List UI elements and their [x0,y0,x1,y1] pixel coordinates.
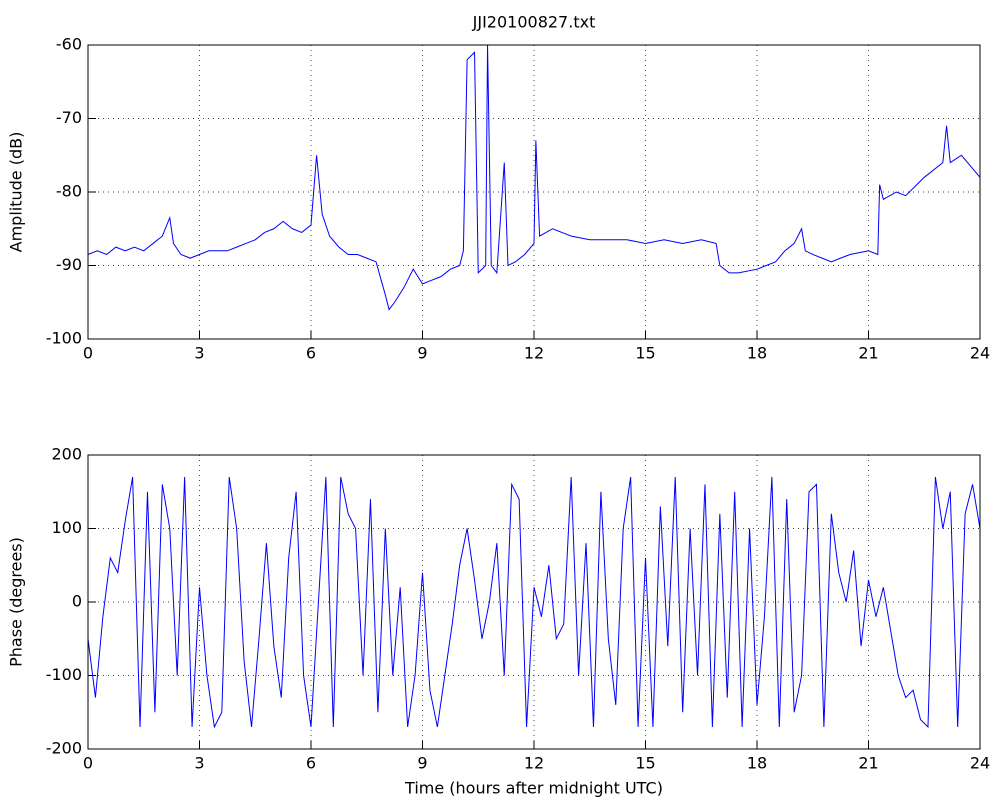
x-tick-label: 9 [417,344,427,363]
y-tick-label: 200 [51,445,82,464]
axes-box [87,454,981,750]
y-tick-label: -70 [56,108,82,127]
x-tick-label: 21 [858,344,878,363]
x-tick-label: 12 [524,344,544,363]
x-tick-label: 15 [635,754,655,773]
x-tick-label: 15 [635,344,655,363]
x-tick-label: 24 [970,344,990,363]
y-tick-label: 100 [51,518,82,537]
x-tick-label: 9 [417,754,427,773]
chart-title: JJI20100827.txt [472,13,596,32]
y-tick-label: 0 [72,592,82,611]
y-tick-label: -60 [56,35,82,54]
x-axis-label: Time (hours after midnight UTC) [404,779,663,798]
x-tick-label: 12 [524,754,544,773]
x-tick-label: 24 [970,754,990,773]
data-line [87,44,981,311]
y-tick-label: -100 [46,665,82,684]
x-tick-label: 21 [858,754,878,773]
x-tick-label: 3 [194,344,204,363]
x-tick-label: 6 [306,754,316,773]
y-tick-label: -100 [46,329,82,348]
y-tick-label: -90 [56,255,82,274]
x-tick-label: 18 [747,344,767,363]
x-tick-label: 18 [747,754,767,773]
x-tick-label: 0 [83,754,93,773]
x-tick-label: 0 [83,344,93,363]
y-axis-label: Phase (degrees) [7,537,26,667]
axes-box [87,44,981,340]
y-tick-label: -80 [56,182,82,201]
y-axis-label: Amplitude (dB) [7,132,26,253]
data-line [87,476,981,729]
x-tick-label: 6 [306,344,316,363]
y-tick-label: -200 [46,739,82,758]
x-tick-label: 3 [194,754,204,773]
